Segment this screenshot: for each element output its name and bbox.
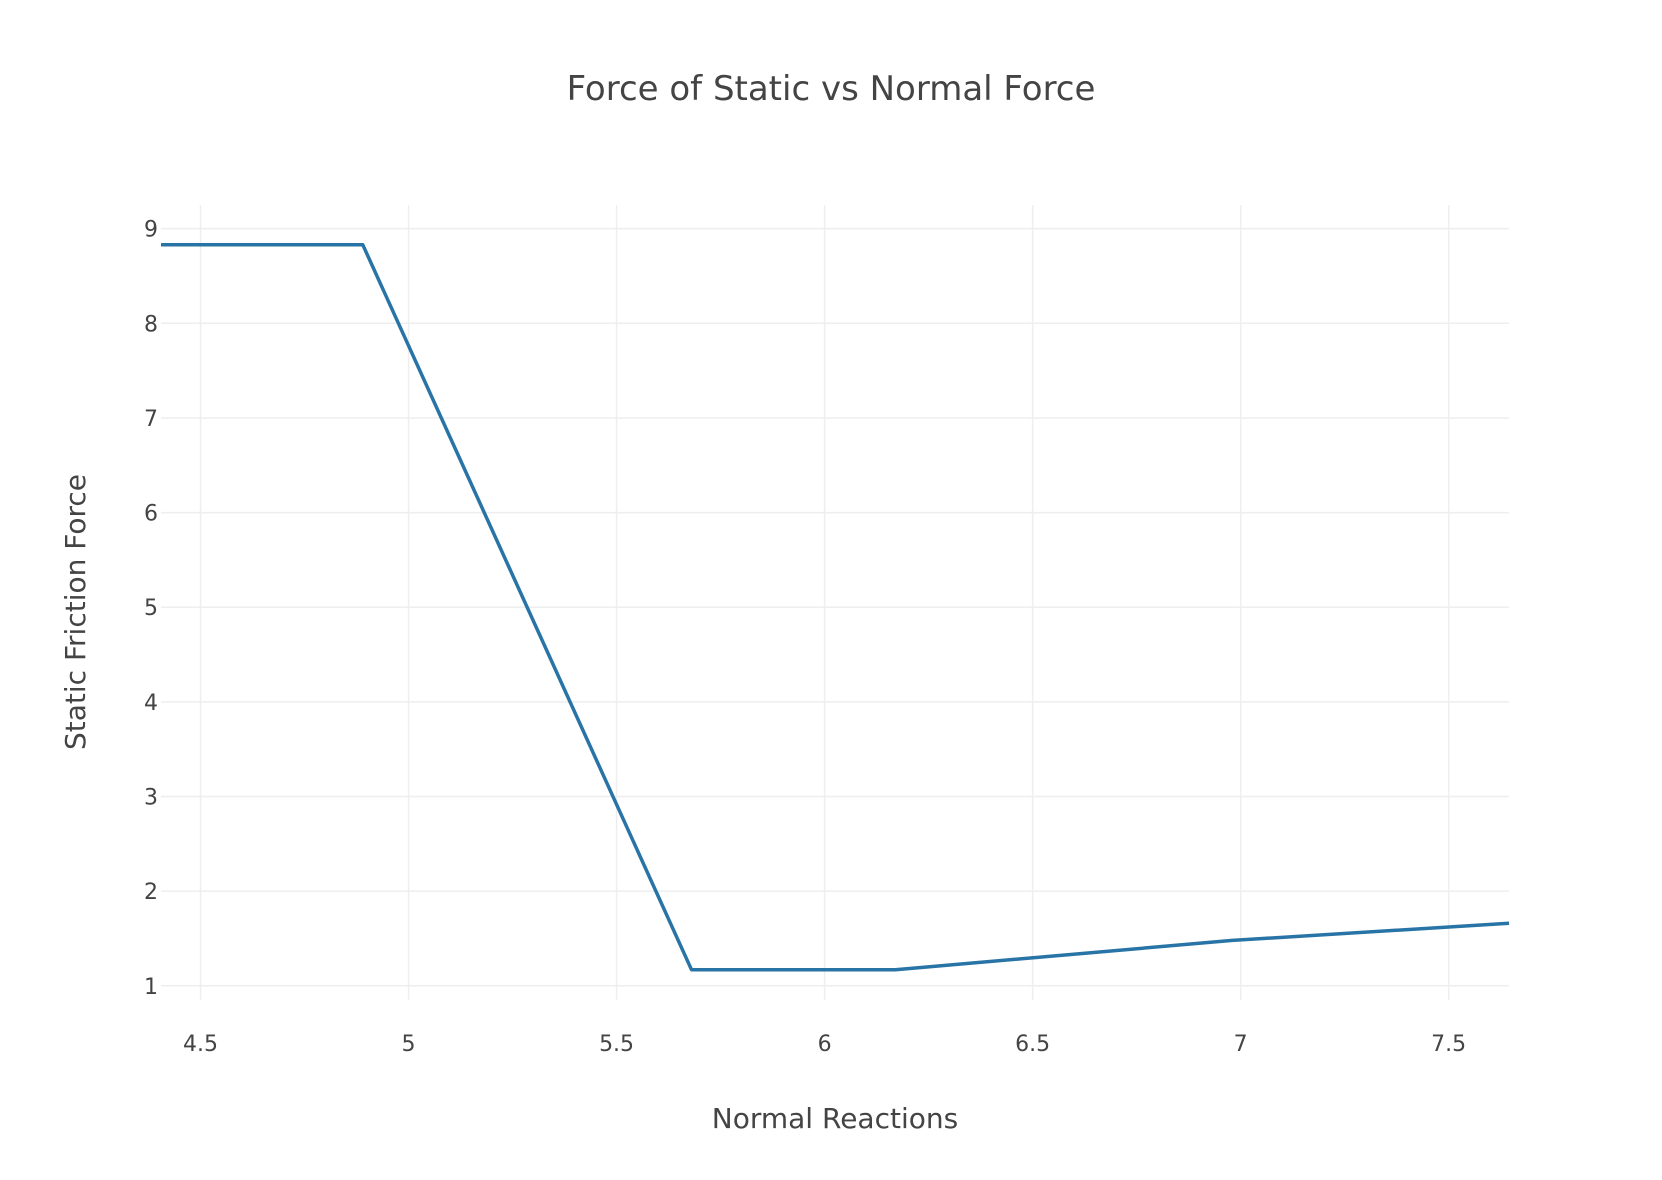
y-tick-label: 5	[144, 596, 158, 621]
y-tick-label: 8	[144, 312, 158, 337]
y-tick-label: 2	[144, 880, 158, 905]
y-axis-title: Static Friction Force	[59, 474, 92, 750]
chart-title: Force of Static vs Normal Force	[567, 69, 1096, 109]
y-tick-label: 3	[144, 786, 158, 811]
y-tick-label: 6	[144, 502, 158, 527]
x-gridlines	[199, 205, 1450, 1000]
y-tick-label: 7	[144, 407, 158, 432]
x-tick-label: 5	[402, 1032, 416, 1057]
x-tick-label: 4.5	[183, 1032, 218, 1057]
plot-series	[161, 243, 1510, 972]
x-axis-title: Normal Reactions	[712, 1102, 958, 1135]
x-tick-label: 7	[1234, 1032, 1248, 1057]
x-tick-label: 6	[818, 1032, 832, 1057]
y-tick-label: 4	[144, 691, 158, 716]
x-tick-label: 5.5	[599, 1032, 634, 1057]
y-gridlines	[161, 227, 1509, 987]
y-tick-label: 9	[144, 218, 158, 243]
x-tick-labels: 4.5 5 5.5 6 6.5 7 7.5	[183, 1032, 1466, 1057]
x-tick-label: 7.5	[1431, 1032, 1466, 1057]
series-line	[161, 243, 1510, 972]
y-tick-labels: 1 2 3 4 5 6 7 8 9	[144, 218, 158, 1000]
x-tick-label: 6.5	[1015, 1032, 1050, 1057]
y-tick-label: 1	[144, 975, 158, 1000]
